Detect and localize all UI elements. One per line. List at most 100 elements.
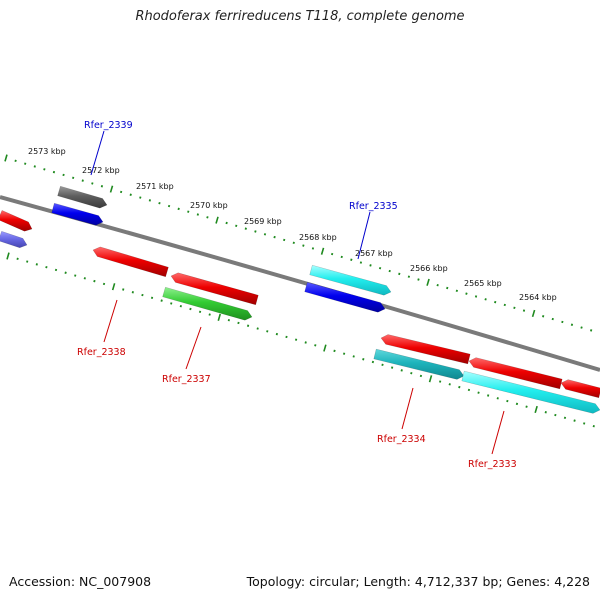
minor-tick <box>592 424 595 428</box>
minor-tick <box>131 291 134 294</box>
minor-tick <box>187 210 190 213</box>
gene-arrow-red <box>560 379 600 399</box>
gene-arrow-gray <box>57 185 108 209</box>
minor-tick <box>340 255 343 259</box>
minor-tick <box>455 289 458 293</box>
minor-tick <box>150 296 154 300</box>
minor-tick <box>139 196 142 199</box>
topology-summary: Topology: circular; Length: 4,712,337 bp… <box>246 574 590 589</box>
major-tick <box>6 252 10 260</box>
gene-label-rfer-2337: Rfer_2337 <box>162 326 211 385</box>
minor-tick <box>43 168 46 171</box>
minor-tick <box>81 179 84 182</box>
kbp-labels: 2573 kbp 2572 kbp 2571 kbp 2570 kbp 2569 kbp… <box>28 147 557 302</box>
minor-tick <box>122 288 125 291</box>
minor-tick <box>436 283 439 287</box>
minor-tick <box>515 402 519 406</box>
minor-tick <box>398 272 401 276</box>
minor-tick <box>542 315 545 318</box>
kbp-label: 2564 kbp <box>519 293 557 302</box>
minor-tick <box>26 260 29 263</box>
major-tick <box>320 247 325 255</box>
gene-arrow-rfer-2338 <box>92 246 169 278</box>
minor-tick <box>100 185 104 188</box>
minor-tick <box>74 274 77 277</box>
major-tick <box>428 375 433 383</box>
leader-line <box>185 326 202 370</box>
minor-tick <box>62 173 65 177</box>
major-tick <box>4 154 8 162</box>
leader-line <box>103 299 118 343</box>
gene-arrow-rfer-2334 <box>380 334 471 365</box>
minor-tick <box>91 182 94 185</box>
minor-tick <box>302 244 305 247</box>
kbp-label: 2573 kbp <box>28 147 66 156</box>
minor-tick <box>458 385 461 389</box>
minor-tick <box>446 286 449 290</box>
major-tick <box>217 313 222 321</box>
minor-tick <box>350 258 353 261</box>
minor-tick <box>570 323 574 326</box>
major-tick <box>531 309 536 318</box>
minor-tick <box>206 216 209 219</box>
leader-line <box>357 211 371 260</box>
leader-line <box>491 410 505 455</box>
leader-line <box>401 387 414 430</box>
minor-tick <box>496 397 499 400</box>
kbp-label: 2572 kbp <box>82 166 120 175</box>
minor-tick <box>484 298 487 301</box>
minor-tick <box>167 204 171 208</box>
minor-tick <box>448 383 451 386</box>
gene-label-rfer-2335: Rfer_2335 <box>349 201 398 260</box>
inner-tick-row <box>6 252 595 428</box>
minor-tick <box>266 330 269 333</box>
minor-tick <box>369 264 372 267</box>
minor-tick <box>506 399 509 403</box>
minor-tick <box>275 332 279 336</box>
kbp-label: 2567 kbp <box>355 249 393 258</box>
minor-tick <box>583 422 586 425</box>
minor-tick <box>522 309 526 312</box>
minor-tick <box>158 202 161 205</box>
minor-tick <box>170 302 173 305</box>
minor-tick <box>371 360 375 364</box>
gene-arrow-cyan <box>461 370 600 414</box>
minor-tick <box>83 277 86 280</box>
minor-tick <box>33 165 36 168</box>
kbp-label: 2570 kbp <box>190 201 228 210</box>
minor-tick <box>102 282 106 286</box>
minor-tick <box>16 257 19 261</box>
minor-tick <box>487 394 490 397</box>
gene-label-text: Rfer_2339 <box>84 120 133 131</box>
minor-tick <box>525 405 528 408</box>
minor-tick <box>551 317 554 321</box>
minor-tick <box>563 416 567 420</box>
gene-label-text: Rfer_2333 <box>468 459 517 470</box>
minor-tick <box>467 388 471 392</box>
minor-tick <box>93 279 96 283</box>
gene-label-text: Rfer_2335 <box>349 201 398 212</box>
major-tick <box>111 283 116 291</box>
minor-tick <box>64 271 67 274</box>
minor-tick <box>544 411 547 414</box>
minor-tick <box>24 162 27 165</box>
minor-tick <box>35 263 38 266</box>
minor-tick <box>235 224 238 228</box>
minor-tick <box>388 269 391 273</box>
minor-tick <box>352 355 355 358</box>
gene-label-text: Rfer_2334 <box>377 434 426 445</box>
minor-tick <box>148 199 152 202</box>
minor-tick <box>198 310 202 314</box>
minor-tick <box>14 159 17 163</box>
minor-tick <box>419 374 423 378</box>
major-tick <box>426 278 430 286</box>
kbp-label: 2569 kbp <box>244 217 282 226</box>
gene-label-rfer-2338: Rfer_2338 <box>77 299 126 358</box>
minor-tick <box>244 227 247 230</box>
minor-tick <box>561 320 564 324</box>
minor-tick <box>333 349 336 353</box>
gene-label-text: Rfer_2337 <box>162 374 211 385</box>
minor-tick <box>381 363 384 367</box>
gene-label-rfer-2333: Rfer_2333 <box>468 410 517 470</box>
